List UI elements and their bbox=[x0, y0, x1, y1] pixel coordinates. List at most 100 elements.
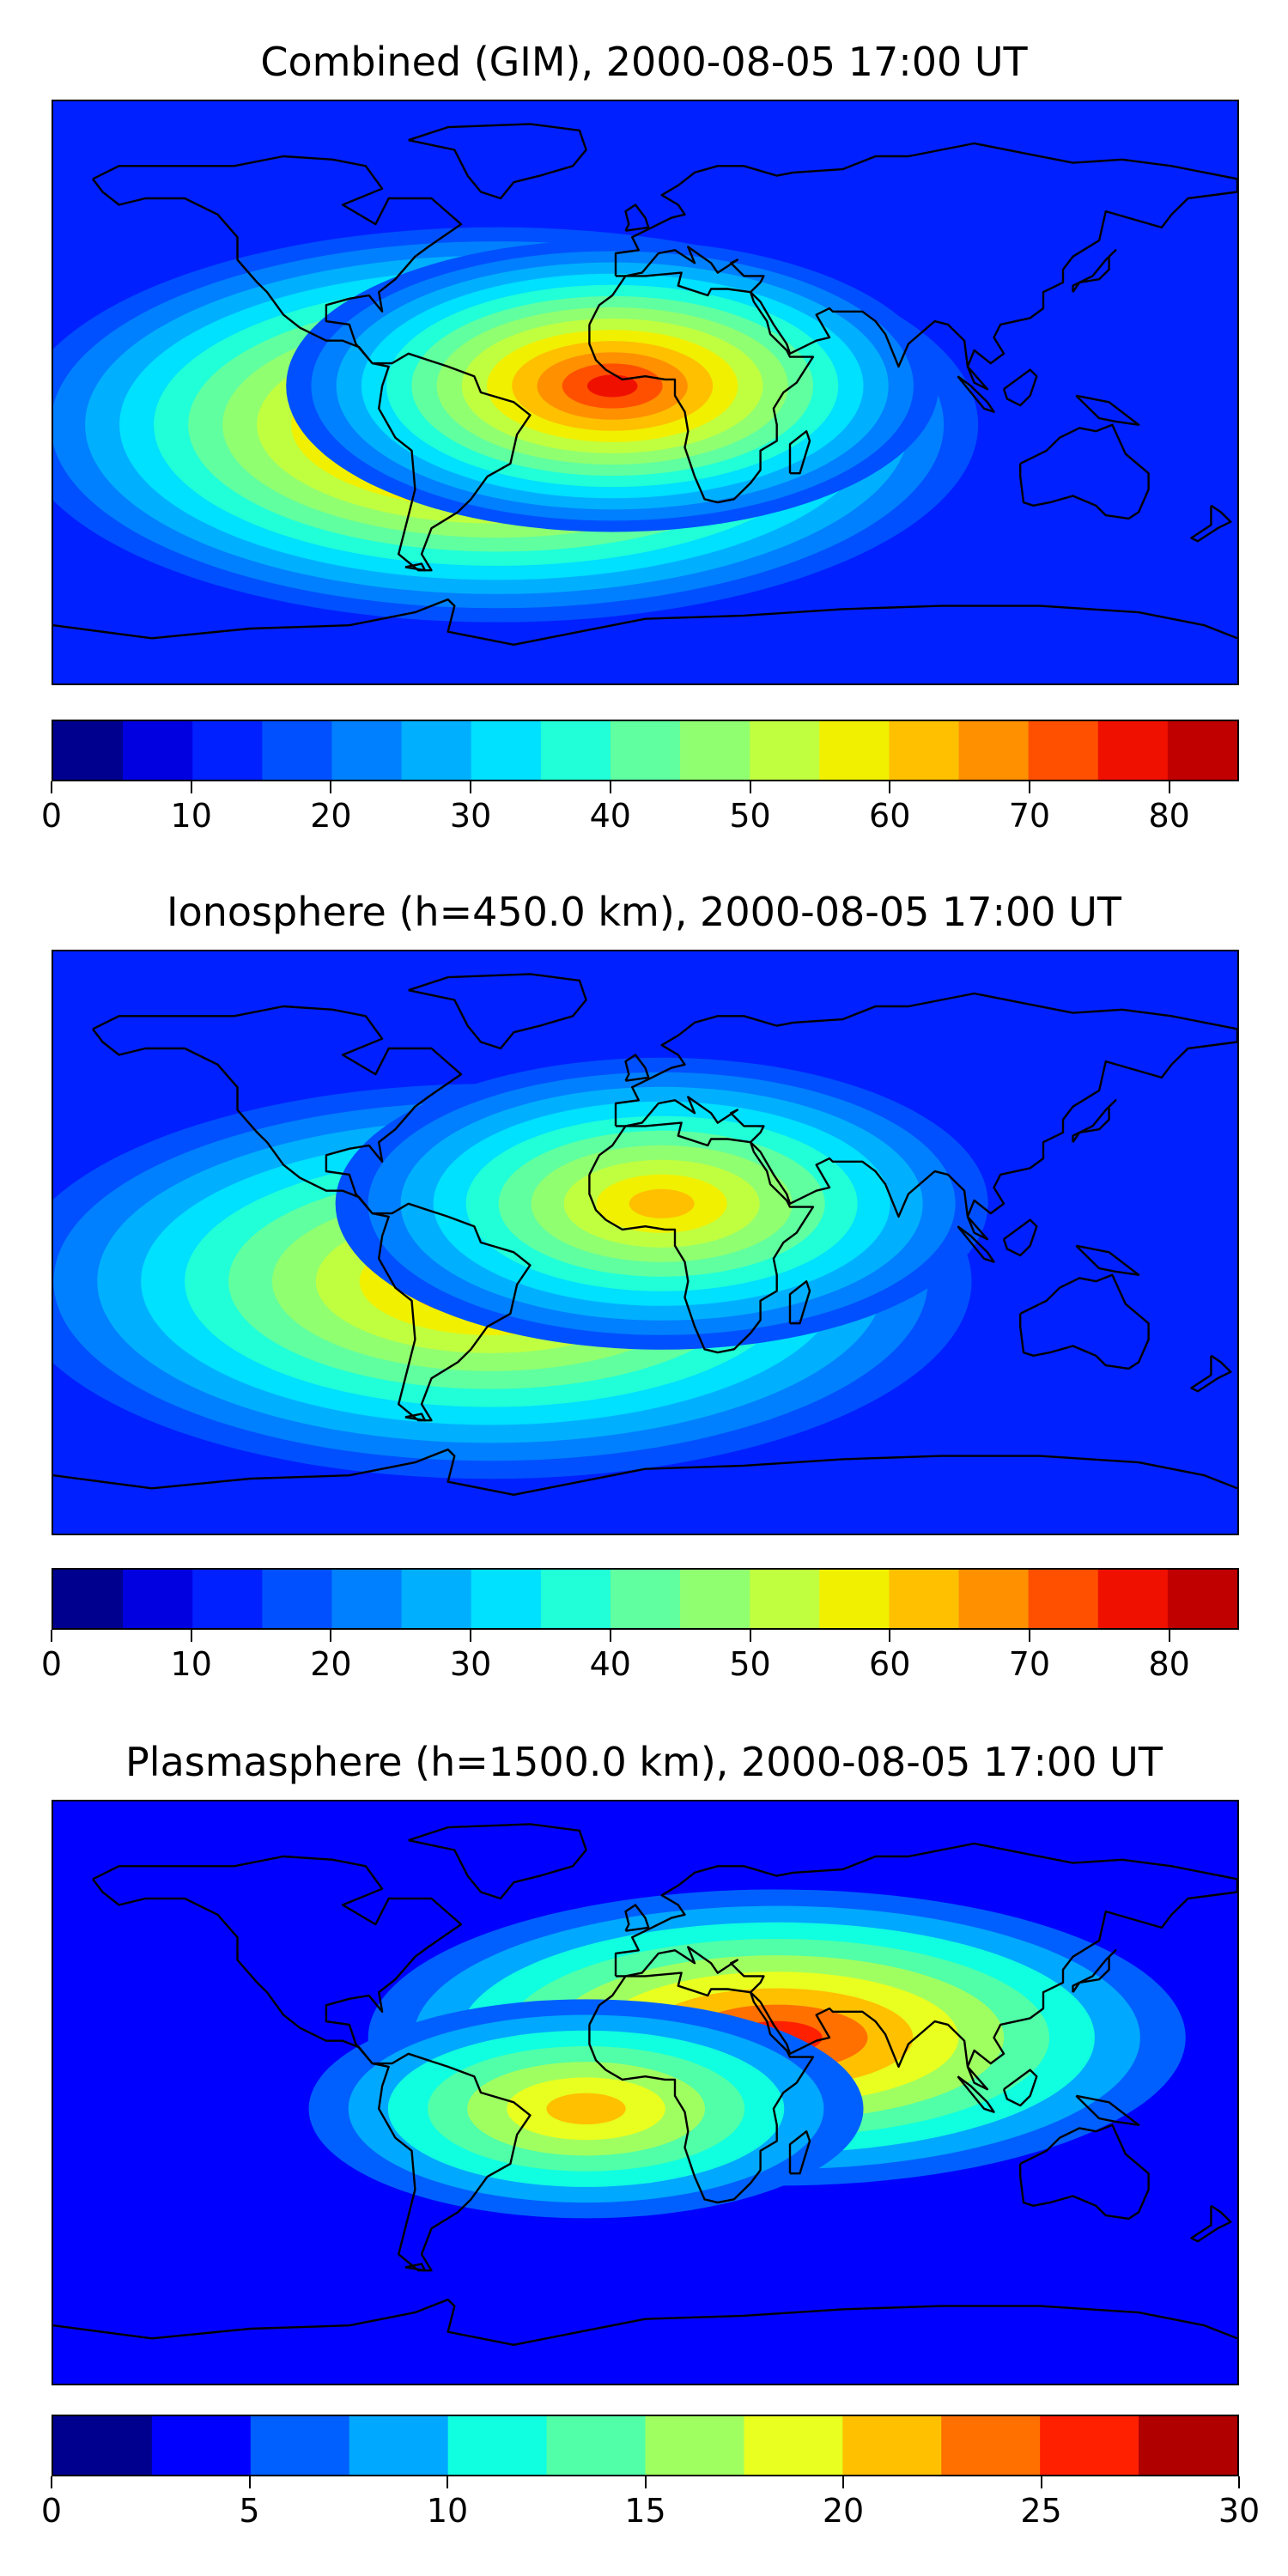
colorbar-segment bbox=[610, 1570, 681, 1628]
colorbar-segment bbox=[331, 1570, 403, 1628]
coastline bbox=[92, 1855, 532, 2272]
coastline bbox=[1190, 2204, 1232, 2243]
tick-label: 60 bbox=[869, 797, 911, 835]
tick-label: 70 bbox=[1008, 1645, 1051, 1683]
colorbar-segment bbox=[123, 721, 193, 780]
map-svg bbox=[53, 951, 1237, 1534]
colorbar-segment bbox=[349, 2416, 449, 2475]
colorbar-segment bbox=[819, 1570, 890, 1628]
tick-label: 0 bbox=[40, 797, 63, 835]
tick-mark bbox=[330, 1630, 332, 1642]
tick-label: 80 bbox=[1148, 1645, 1190, 1683]
tick-mark bbox=[609, 781, 611, 793]
coastline bbox=[1075, 1244, 1140, 1276]
colorbar-segment bbox=[401, 721, 472, 780]
tick-label: 40 bbox=[589, 1645, 631, 1683]
tick-label: 50 bbox=[729, 797, 771, 835]
tick-label: 10 bbox=[170, 1645, 212, 1683]
tick-mark bbox=[842, 2476, 844, 2488]
colorbar-segment bbox=[151, 2416, 252, 2475]
colorbar-segment bbox=[250, 2416, 350, 2475]
tick-label: 25 bbox=[1020, 2492, 1062, 2530]
colorbar-segment bbox=[540, 721, 611, 780]
colorbar-segment bbox=[610, 721, 681, 780]
tick-label: 30 bbox=[1218, 2492, 1261, 2530]
tick-mark bbox=[190, 781, 192, 793]
coastline bbox=[624, 1054, 650, 1082]
tick-mark bbox=[470, 781, 472, 793]
tick-label: 10 bbox=[426, 2492, 469, 2530]
coastline bbox=[1190, 1354, 1232, 1393]
colorbar-segment bbox=[941, 2416, 1041, 2475]
colorbar-segment bbox=[680, 1570, 750, 1628]
tick-mark bbox=[330, 781, 332, 793]
colorbar bbox=[52, 2415, 1239, 2476]
map-plot bbox=[52, 100, 1239, 685]
coastline bbox=[614, 1842, 1237, 2091]
colorbar-segment bbox=[53, 2416, 153, 2475]
coastline bbox=[1072, 249, 1117, 293]
coastline bbox=[92, 155, 532, 572]
tick-label: 10 bbox=[170, 797, 212, 835]
colorbar-ticks: 0 10 20 30 40 50 60 70 80 bbox=[41, 781, 1239, 835]
colorbar-segment bbox=[401, 1570, 472, 1628]
colorbar-segment bbox=[123, 1570, 193, 1628]
tick-label: 20 bbox=[822, 2492, 865, 2530]
colorbar-segment bbox=[447, 2416, 548, 2475]
coastline bbox=[1019, 2123, 1150, 2221]
coastline bbox=[1002, 1218, 1038, 1257]
colorbar-segment bbox=[750, 1570, 820, 1628]
tick-mark bbox=[749, 781, 751, 793]
tick-mark bbox=[1040, 2476, 1042, 2488]
map-plot bbox=[52, 1800, 1239, 2385]
coastline bbox=[957, 375, 995, 413]
colorbar-segment bbox=[1167, 721, 1237, 780]
colorbar-segment bbox=[645, 2416, 744, 2475]
tick-mark bbox=[1168, 781, 1170, 793]
tick-mark bbox=[1168, 1630, 1170, 1642]
colorbar-segment bbox=[958, 1570, 1030, 1628]
tick-mark bbox=[1028, 1630, 1030, 1642]
coastline bbox=[408, 123, 587, 200]
coastline bbox=[404, 562, 427, 572]
tick-mark bbox=[1238, 2476, 1240, 2488]
coastline bbox=[1075, 2094, 1140, 2126]
colorbar-segment bbox=[1097, 721, 1169, 780]
coastline bbox=[1075, 394, 1140, 426]
tick-mark bbox=[609, 1630, 611, 1642]
tick-label: 20 bbox=[310, 797, 352, 835]
colorbar-segment bbox=[53, 1570, 124, 1628]
colorbar-segment bbox=[680, 721, 750, 780]
colorbar-segment bbox=[262, 1570, 332, 1628]
tick-label: 30 bbox=[449, 1645, 492, 1683]
tick-mark bbox=[644, 2476, 647, 2488]
coastline bbox=[788, 1280, 811, 1325]
colorbar-segment bbox=[192, 1570, 263, 1628]
colorbar-segment bbox=[819, 721, 890, 780]
coastline bbox=[53, 598, 1237, 646]
colorbar-segment bbox=[192, 721, 263, 780]
colorbar-segment bbox=[1040, 2416, 1139, 2475]
coastline bbox=[408, 973, 587, 1050]
colorbar-svg bbox=[53, 1570, 1237, 1628]
coastline bbox=[957, 1225, 995, 1263]
tick-label: 15 bbox=[624, 2492, 666, 2530]
colorbar-ticks: 0 10 20 30 40 50 60 70 80 bbox=[41, 1630, 1239, 1683]
tick-mark bbox=[51, 1630, 52, 1642]
colorbar-segment bbox=[889, 721, 960, 780]
tick-mark bbox=[470, 1630, 472, 1642]
tick-label: 30 bbox=[449, 797, 492, 835]
colorbar-segment bbox=[546, 2416, 646, 2475]
colorbar bbox=[52, 720, 1239, 781]
chart-title: Ionosphere (h=450.0 km), 2000-08-05 17:0… bbox=[167, 889, 1121, 935]
colorbar-segment bbox=[331, 721, 403, 780]
tick-mark bbox=[190, 1630, 192, 1642]
coastline bbox=[1002, 2069, 1038, 2107]
coastline bbox=[624, 204, 650, 232]
contour-band bbox=[546, 2093, 626, 2125]
coastline bbox=[1072, 1099, 1117, 1143]
colorbar-segment bbox=[1167, 1570, 1237, 1628]
tick-label: 0 bbox=[40, 2492, 63, 2530]
coastline bbox=[53, 1448, 1237, 1496]
colorbar-ticks: 0 5 10 15 20 25 30 bbox=[41, 2476, 1260, 2530]
